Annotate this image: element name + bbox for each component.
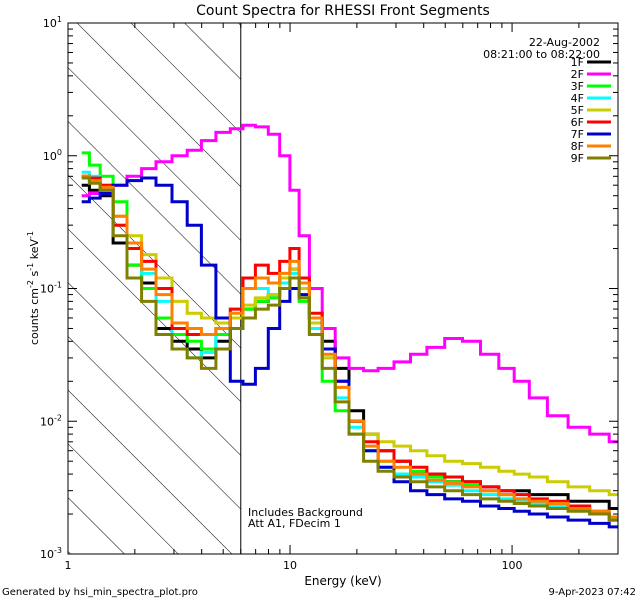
x-tick-label: 1 (65, 559, 72, 572)
annotation-background: Includes Background (248, 506, 363, 519)
y-tick-label: 101 (43, 15, 62, 30)
legend-label-9f: 9F (571, 152, 584, 165)
y-axis-label: counts cm-2 s-1 keV-1 (26, 231, 41, 345)
time-range-label: 08:21:00 to 08:22:00 (483, 48, 600, 61)
legend-label-5f: 5F (571, 104, 584, 117)
annotation-attenuator: Att A1, FDecim 1 (248, 517, 341, 530)
legend-label-3f: 3F (571, 80, 584, 93)
y-tick-label: 100 (43, 148, 62, 163)
series-layer (81, 123, 618, 529)
footer-generated-by: Generated by hsi_min_spectra_plot.pro (2, 587, 198, 598)
axis-ticks: 1 10 100 10-3 10-2 10-1 100 101 (40, 15, 619, 572)
legend-label-8f: 8F (571, 140, 584, 153)
series-5f-line (81, 174, 618, 497)
y-label-s: s (28, 270, 41, 279)
y-label-exp-cm: -2 (26, 280, 35, 288)
legend-label-7f: 7F (571, 128, 584, 141)
y-label-exp-kev: -1 (26, 231, 35, 239)
svg-text:counts cm-2 s-1 keV-1: counts cm-2 s-1 keV-1 (26, 231, 41, 345)
legend-label-2f: 2F (571, 68, 584, 81)
y-label-kev: keV (28, 239, 41, 263)
series-9f-line (81, 176, 618, 522)
y-tick-label: 10-2 (40, 413, 62, 428)
series-2f-line (81, 123, 618, 444)
legend-label-1f: 1F (571, 56, 584, 69)
y-tick-label: 10-3 (40, 546, 62, 561)
x-tick-label: 10 (283, 559, 297, 572)
series-8f-line (81, 174, 618, 519)
legend-label-6f: 6F (571, 116, 584, 129)
chart-title: Count Spectra for RHESSI Front Segments (196, 3, 490, 19)
footer-timestamp: 9-Apr-2023 07:42 (549, 587, 636, 598)
date-label: 22-Aug-2002 (529, 36, 600, 49)
y-tick-label: 10-1 (40, 281, 62, 296)
y-label-counts: counts cm (28, 288, 41, 345)
x-tick-label: 100 (502, 559, 523, 572)
x-axis-title: Energy (keV) (304, 574, 381, 588)
x-axis-label: Energy (keV) (304, 574, 381, 588)
legend-label-4f: 4F (571, 92, 584, 105)
y-label-exp-s: -1 (26, 263, 35, 271)
